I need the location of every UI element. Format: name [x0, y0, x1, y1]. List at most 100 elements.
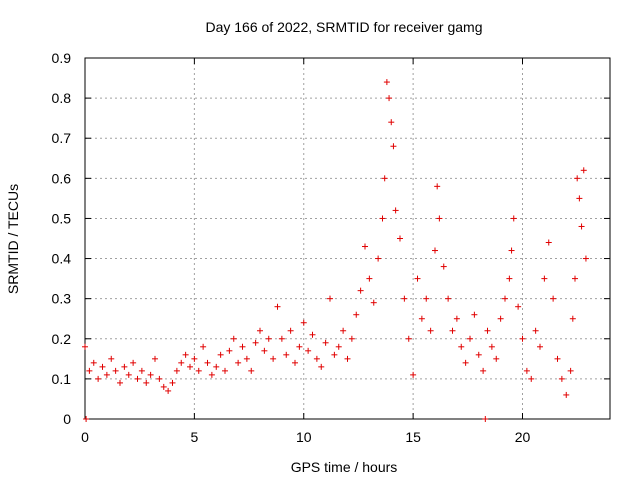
y-tick-label: 0.2 — [52, 331, 72, 347]
y-tick-label: 0 — [63, 411, 71, 427]
data-point — [508, 247, 515, 254]
data-point — [467, 335, 473, 342]
data-point — [515, 303, 522, 310]
data-point — [449, 327, 456, 334]
x-tick-label: 10 — [296, 429, 312, 445]
data-point — [414, 275, 421, 282]
data-point — [462, 359, 469, 366]
axis-ticks — [84, 57, 610, 420]
data-point — [182, 351, 189, 358]
data-point — [386, 95, 393, 102]
data-point — [563, 391, 570, 398]
data-point — [423, 295, 430, 302]
data-point — [252, 339, 259, 346]
plot-frame — [84, 57, 611, 420]
data-point — [208, 371, 215, 378]
data-point — [239, 343, 246, 350]
data-point — [576, 195, 583, 202]
data-point — [309, 331, 316, 338]
data-point — [379, 215, 386, 222]
data-point — [292, 359, 298, 366]
grid-lines — [85, 58, 610, 419]
data-point — [418, 315, 425, 322]
data-point — [370, 299, 377, 306]
data-point — [381, 175, 388, 182]
data-point — [322, 339, 329, 346]
data-point — [287, 327, 294, 334]
data-point — [165, 387, 172, 394]
data-point — [178, 359, 185, 366]
data-point — [121, 363, 128, 370]
data-point — [195, 367, 202, 374]
data-point — [235, 359, 242, 366]
x-tick-label: 0 — [81, 429, 89, 445]
y-tick-label: 0.9 — [52, 50, 72, 66]
data-point — [353, 311, 360, 318]
y-tick-label: 0.1 — [52, 371, 72, 387]
data-point — [558, 375, 565, 382]
data-point — [243, 355, 250, 362]
data-point — [480, 367, 487, 374]
data-point — [257, 327, 263, 334]
y-tick-label: 0.4 — [52, 251, 72, 267]
series-srmtid — [82, 79, 589, 422]
data-point — [300, 319, 307, 326]
data-point — [318, 363, 325, 370]
data-point — [427, 327, 434, 334]
data-point — [440, 263, 447, 270]
data-point — [362, 243, 368, 250]
data-point — [90, 359, 97, 366]
data-point — [248, 367, 255, 374]
data-point — [528, 375, 535, 382]
y-tick-label: 0.7 — [52, 130, 72, 146]
y-tick-label: 0.8 — [52, 90, 72, 106]
data-point — [567, 367, 574, 374]
data-point — [147, 371, 154, 378]
data-point — [392, 207, 399, 214]
data-point — [383, 79, 390, 86]
data-point — [569, 315, 576, 322]
data-point — [493, 355, 500, 362]
data-point — [434, 183, 441, 190]
y-tick-labels: 0 0.1 0.2 0.3 0.4 0.5 0.6 0.7 0.8 0.9 — [52, 50, 72, 427]
y-axis-label: SRMTID / TECUs — [5, 184, 21, 294]
data-point — [156, 375, 163, 382]
data-point — [519, 335, 526, 342]
data-point — [532, 327, 539, 334]
data-point — [117, 379, 123, 386]
data-point — [191, 355, 198, 362]
data-point — [445, 295, 452, 302]
data-point — [152, 355, 158, 362]
data-point — [99, 363, 106, 370]
data-point — [305, 347, 312, 354]
data-point — [274, 303, 281, 310]
data-point — [213, 363, 220, 370]
data-point — [112, 367, 119, 374]
data-point — [401, 295, 408, 302]
data-point — [510, 215, 517, 222]
x-tick-label: 15 — [405, 429, 421, 445]
data-point — [335, 343, 342, 350]
data-point — [502, 295, 508, 302]
data-point — [217, 351, 224, 358]
data-point — [537, 343, 543, 350]
data-point — [344, 355, 351, 362]
data-point — [134, 375, 141, 382]
data-point — [572, 275, 578, 282]
data-point — [488, 343, 495, 350]
data-point — [366, 275, 373, 282]
data-point — [331, 351, 338, 358]
data-point — [187, 363, 193, 370]
data-point — [550, 295, 557, 302]
data-point — [173, 367, 180, 374]
data-point — [226, 347, 233, 354]
data-point — [95, 375, 102, 382]
data-point — [270, 355, 277, 362]
data-point — [432, 247, 438, 254]
data-point — [580, 167, 587, 174]
data-point — [453, 315, 460, 322]
data-point — [265, 335, 272, 342]
data-point — [160, 383, 167, 390]
data-point — [554, 355, 561, 362]
